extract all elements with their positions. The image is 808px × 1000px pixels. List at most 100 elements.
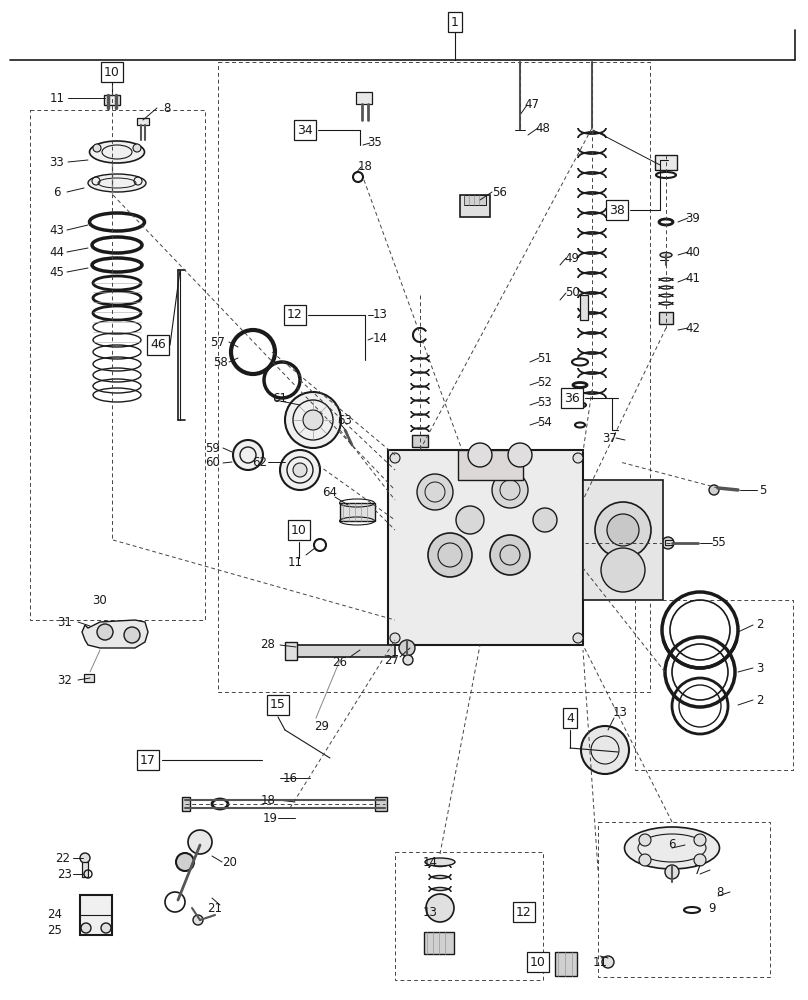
Text: 8: 8 xyxy=(163,102,170,114)
Bar xyxy=(412,435,428,447)
Text: 51: 51 xyxy=(537,352,553,364)
Text: 20: 20 xyxy=(222,856,238,868)
Bar xyxy=(655,155,677,170)
Circle shape xyxy=(124,627,140,643)
Text: 41: 41 xyxy=(685,271,701,284)
Bar xyxy=(104,95,120,105)
Circle shape xyxy=(101,923,111,933)
Bar xyxy=(665,540,673,545)
Text: 38: 38 xyxy=(609,204,625,217)
Bar xyxy=(635,600,793,770)
Circle shape xyxy=(133,144,141,152)
Text: 24: 24 xyxy=(48,908,62,922)
Text: 6: 6 xyxy=(668,838,675,852)
Circle shape xyxy=(602,956,614,968)
Text: 45: 45 xyxy=(49,265,65,278)
Text: 39: 39 xyxy=(685,212,701,225)
Text: 49: 49 xyxy=(565,251,579,264)
Text: 1: 1 xyxy=(451,15,459,28)
Ellipse shape xyxy=(90,141,145,163)
Circle shape xyxy=(280,450,320,490)
Text: 47: 47 xyxy=(524,99,540,111)
Text: 42: 42 xyxy=(685,322,701,334)
Circle shape xyxy=(639,854,651,866)
Text: 9: 9 xyxy=(709,902,716,914)
Text: 6: 6 xyxy=(53,186,61,198)
Ellipse shape xyxy=(625,827,719,869)
Text: 50: 50 xyxy=(565,286,579,300)
Circle shape xyxy=(285,392,341,448)
Text: 25: 25 xyxy=(48,924,62,936)
Text: 46: 46 xyxy=(150,338,166,352)
Bar xyxy=(218,62,650,692)
Circle shape xyxy=(639,834,651,846)
Text: 52: 52 xyxy=(537,375,553,388)
Bar xyxy=(458,450,523,480)
Bar xyxy=(285,642,297,660)
Bar xyxy=(395,852,543,980)
Bar xyxy=(598,822,770,977)
Text: 33: 33 xyxy=(49,155,65,168)
Circle shape xyxy=(293,463,307,477)
Text: 11: 11 xyxy=(49,92,65,104)
Text: 3: 3 xyxy=(756,662,764,674)
Text: 14: 14 xyxy=(372,332,388,344)
Text: 37: 37 xyxy=(603,432,617,444)
Bar xyxy=(388,450,583,645)
Bar xyxy=(182,797,190,811)
Circle shape xyxy=(303,410,323,430)
Text: 28: 28 xyxy=(260,639,276,652)
Text: 10: 10 xyxy=(530,956,546,968)
Circle shape xyxy=(403,655,413,665)
Text: 12: 12 xyxy=(287,308,303,322)
Text: 10: 10 xyxy=(291,524,307,536)
Text: 54: 54 xyxy=(537,416,553,428)
Bar xyxy=(460,195,490,217)
Text: 14: 14 xyxy=(423,856,437,868)
Circle shape xyxy=(508,443,532,467)
Text: 12: 12 xyxy=(516,906,532,918)
Text: 18: 18 xyxy=(260,794,276,806)
Text: 16: 16 xyxy=(283,772,297,784)
Text: 17: 17 xyxy=(140,754,156,766)
Text: 2: 2 xyxy=(756,618,764,632)
Text: 35: 35 xyxy=(368,136,382,149)
Bar xyxy=(340,503,375,521)
Text: 64: 64 xyxy=(322,487,338,499)
Text: 44: 44 xyxy=(49,245,65,258)
Circle shape xyxy=(595,502,651,558)
Text: 60: 60 xyxy=(205,456,221,470)
Circle shape xyxy=(468,443,492,467)
Text: 2: 2 xyxy=(756,694,764,706)
Text: 40: 40 xyxy=(685,245,701,258)
Bar xyxy=(659,312,673,324)
Circle shape xyxy=(390,453,400,463)
Text: 19: 19 xyxy=(263,812,277,824)
Circle shape xyxy=(93,144,101,152)
Circle shape xyxy=(607,514,639,546)
Text: 11: 11 xyxy=(592,956,608,968)
Circle shape xyxy=(426,894,454,922)
Text: 58: 58 xyxy=(213,356,227,368)
Circle shape xyxy=(428,533,472,577)
Bar xyxy=(84,674,94,682)
Text: 11: 11 xyxy=(288,556,302,568)
Text: 15: 15 xyxy=(270,698,286,712)
Circle shape xyxy=(665,865,679,879)
Circle shape xyxy=(97,624,113,640)
Circle shape xyxy=(233,440,263,470)
Text: 30: 30 xyxy=(93,593,107,606)
Circle shape xyxy=(81,923,91,933)
Circle shape xyxy=(417,474,453,510)
Circle shape xyxy=(694,834,706,846)
Circle shape xyxy=(399,640,415,656)
Text: 57: 57 xyxy=(211,336,225,349)
Text: 34: 34 xyxy=(297,123,313,136)
Text: 43: 43 xyxy=(49,224,65,236)
Text: 56: 56 xyxy=(493,186,507,198)
Circle shape xyxy=(581,726,629,774)
Bar xyxy=(464,195,486,205)
Bar xyxy=(356,92,372,104)
Circle shape xyxy=(193,915,203,925)
Text: 5: 5 xyxy=(760,484,767,496)
